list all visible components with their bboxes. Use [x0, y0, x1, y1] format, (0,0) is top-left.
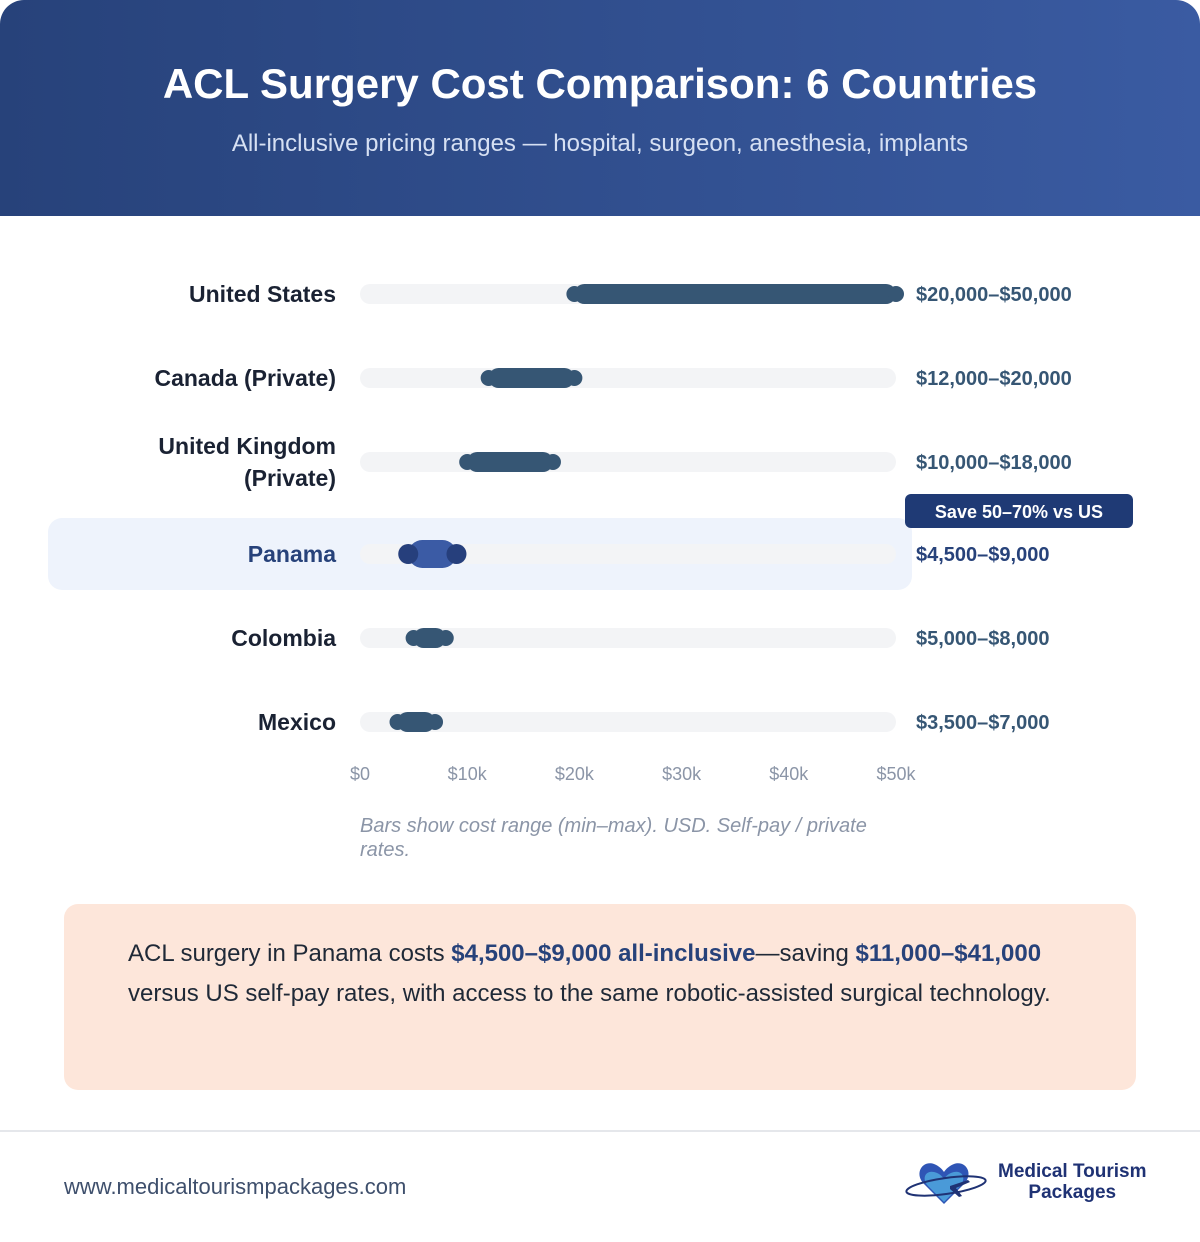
- x-tick-label: $0: [350, 764, 370, 784]
- x-tick-label: $50k: [876, 764, 916, 784]
- value-label: $4,500–$9,000: [916, 544, 1049, 566]
- max-dot: [888, 286, 904, 302]
- max-dot: [437, 630, 454, 646]
- range-bar: [413, 628, 446, 648]
- min-dot: [389, 714, 406, 730]
- value-label: $3,500–$7,000: [916, 712, 1049, 734]
- value-label: $10,000–$18,000: [916, 452, 1072, 474]
- value-label: $5,000–$8,000: [916, 628, 1049, 650]
- value-label: $20,000–$50,000: [916, 284, 1072, 306]
- chart-note: Bars show cost range (min–max). USD. Sel…: [360, 815, 867, 861]
- min-dot: [480, 370, 497, 386]
- page-title: ACL Surgery Cost Comparison: 6 Countries: [162, 60, 1038, 107]
- bar-track: [360, 628, 896, 648]
- savings-badge-text: Save 50–70% vs US: [935, 502, 1103, 522]
- x-tick-label: $30k: [662, 764, 702, 784]
- category-label: Colombia: [231, 625, 336, 651]
- max-dot: [566, 370, 583, 386]
- callout-text: versus US self-pay rates, with access to…: [128, 980, 1051, 1007]
- max-dot: [427, 714, 444, 730]
- heart-plane-icon: [905, 1163, 987, 1204]
- bar-track: [360, 452, 896, 472]
- x-tick-label: $40k: [769, 764, 809, 784]
- footer-divider: [0, 1130, 1200, 1132]
- bar-track: [360, 712, 896, 732]
- savings-badge: [905, 494, 1133, 528]
- bar-track: [360, 368, 896, 388]
- range-bar: [397, 712, 436, 732]
- callout-savings: $11,000–$41,000: [855, 940, 1042, 967]
- category-label: United States: [189, 281, 336, 307]
- value-label: $12,000–$20,000: [916, 368, 1072, 390]
- callout-price: $4,500–$9,000 all-inclusive: [451, 940, 756, 967]
- callout-text: ACL surgery in Panama costs: [128, 940, 452, 967]
- range-bar: [408, 540, 457, 568]
- max-dot: [544, 454, 561, 470]
- category-label: United Kingdom (Private): [158, 433, 336, 491]
- category-label: Mexico: [258, 709, 336, 735]
- range-chart: United States $20,000–$50,000 Canada (Priv…: [48, 281, 1133, 784]
- range-bar: [467, 452, 553, 472]
- callout-text: —saving: [755, 940, 856, 967]
- max-dot: [446, 544, 467, 564]
- min-dot: [459, 454, 476, 470]
- range-bar: [574, 284, 896, 304]
- logo-line1: Medical Tourism: [998, 1161, 1147, 1182]
- min-dot: [566, 286, 583, 302]
- bar-track: [360, 544, 896, 564]
- category-label: Canada (Private): [154, 365, 336, 391]
- x-tick-label: $20k: [555, 764, 595, 784]
- website-url[interactable]: www.medicaltourismpackages.com: [64, 1174, 407, 1199]
- min-dot: [398, 544, 419, 564]
- range-bar: [488, 368, 575, 388]
- logo: Medical Tourism Packages: [904, 1156, 1147, 1208]
- page-subtitle: All-inclusive pricing ranges — hospital,…: [231, 130, 969, 157]
- summary-callout: ACL surgery in Panama costs $4,500–$9,00…: [64, 904, 1136, 1090]
- x-tick-label: $10k: [448, 764, 488, 784]
- header: ACL Surgery Cost Comparison: 6 Countries…: [0, 0, 1200, 216]
- min-dot: [405, 630, 422, 646]
- logo-line2: Packages: [1028, 1182, 1117, 1203]
- category-label: Panama: [248, 541, 336, 567]
